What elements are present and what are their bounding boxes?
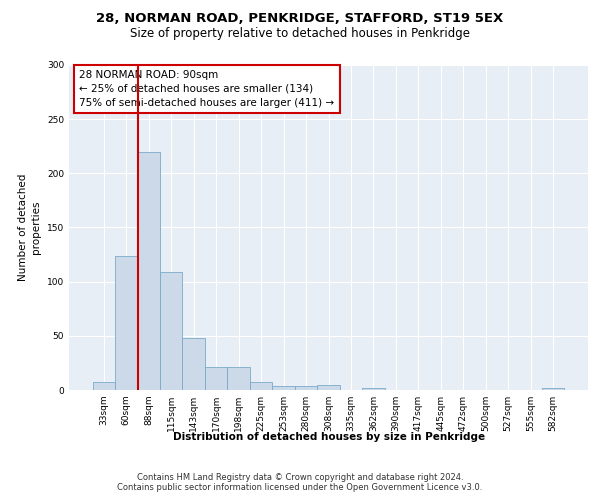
Bar [295,386,317,390]
Bar [317,384,340,390]
Bar [272,386,295,390]
Text: Contains HM Land Registry data © Crown copyright and database right 2024.
Contai: Contains HM Land Registry data © Crown c… [118,473,482,492]
Text: 28, NORMAN ROAD, PENKRIDGE, STAFFORD, ST19 5EX: 28, NORMAN ROAD, PENKRIDGE, STAFFORD, ST… [97,12,503,26]
Bar [362,388,385,390]
Bar [227,367,250,390]
Bar [542,388,565,390]
Bar [182,338,205,390]
Text: Size of property relative to detached houses in Penkridge: Size of property relative to detached ho… [130,28,470,40]
Bar [115,256,137,390]
Bar [205,367,227,390]
Bar [160,272,182,390]
Bar [137,152,160,390]
Text: Distribution of detached houses by size in Penkridge: Distribution of detached houses by size … [173,432,485,442]
Bar [250,382,272,390]
Text: 28 NORMAN ROAD: 90sqm
← 25% of detached houses are smaller (134)
75% of semi-det: 28 NORMAN ROAD: 90sqm ← 25% of detached … [79,70,335,108]
Y-axis label: Number of detached
properties: Number of detached properties [18,174,41,281]
Bar [92,382,115,390]
